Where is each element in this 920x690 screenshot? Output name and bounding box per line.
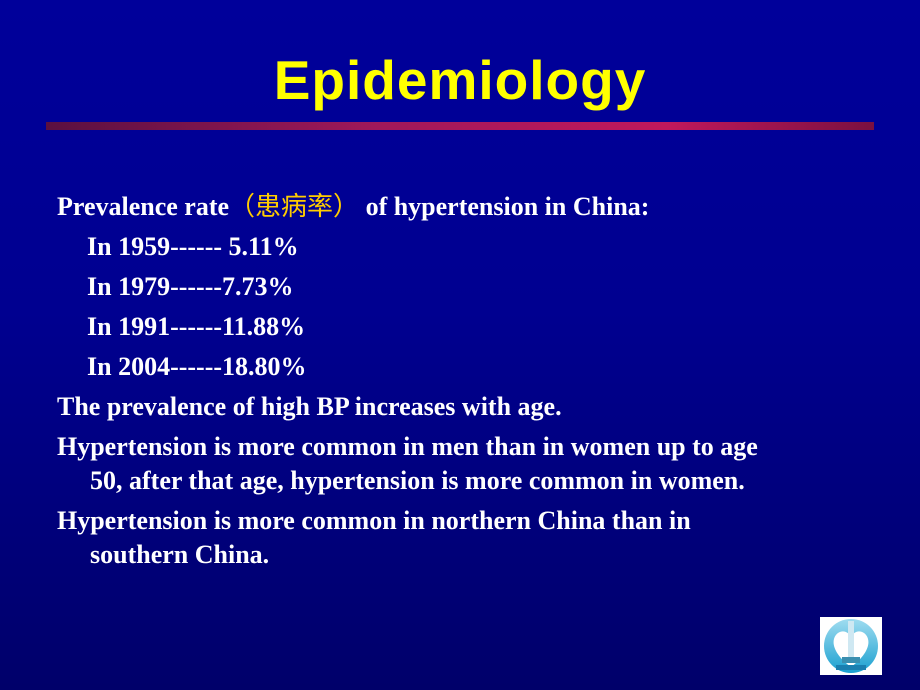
intro-chinese-term: （患病率） [229,192,360,222]
bullet-text: Hypertension is more common in men than … [57,432,758,461]
logo-icon [820,617,882,675]
slide-title: Epidemiology [273,49,647,111]
bullet-point: Hypertension is more common in northern … [57,504,897,572]
year-item: In 1979------7.73% [87,272,294,301]
slide-body: Prevalence rate（患病率） of hypertension in … [57,190,897,578]
bullet-text: Hypertension is more common in northern … [57,506,691,535]
year-item: In 1991------11.88% [87,312,306,341]
title-divider [46,122,874,130]
intro-text-after: of hypertension in China: [359,192,650,221]
bullet-text-continuation: 50, after that age, hypertension is more… [90,466,745,495]
bullet-point: The prevalence of high BP increases with… [57,390,897,424]
intro-text: Prevalence rate [57,192,230,221]
bullet-text: The prevalence of high BP increases with… [57,392,562,421]
year-item: In 2004------18.80% [87,352,307,381]
bullet-point: Hypertension is more common in men than … [57,430,897,498]
intro-line: Prevalence rate（患病率） of hypertension in … [57,190,897,224]
year-item: In 1959------ 5.11% [87,232,299,261]
bullet-text-continuation: southern China. [90,540,270,569]
